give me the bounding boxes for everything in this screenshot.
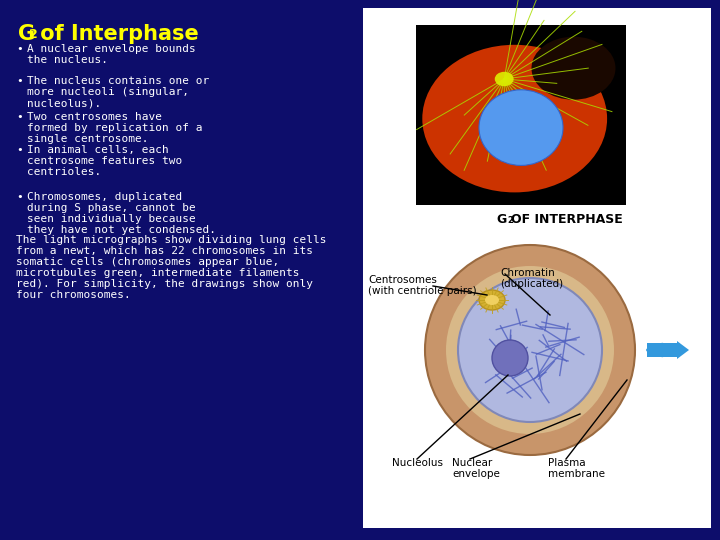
Text: during S phase, cannot be: during S phase, cannot be	[27, 203, 196, 213]
Circle shape	[458, 278, 602, 422]
Text: of Interphase: of Interphase	[33, 24, 199, 44]
Circle shape	[446, 266, 614, 434]
Text: from a newt, which has 22 chromosomes in its: from a newt, which has 22 chromosomes in…	[16, 246, 313, 256]
Ellipse shape	[479, 90, 563, 165]
Text: Chromatin: Chromatin	[500, 268, 554, 278]
Text: formed by replication of a: formed by replication of a	[27, 123, 202, 133]
Text: •: •	[16, 76, 23, 86]
Text: G: G	[497, 213, 507, 226]
Text: somatic cells (chromosomes appear blue,: somatic cells (chromosomes appear blue,	[16, 257, 279, 267]
Text: (duplicated): (duplicated)	[500, 279, 563, 289]
Text: Plasma: Plasma	[548, 458, 585, 468]
Circle shape	[492, 340, 528, 376]
Text: OF INTERPHASE: OF INTERPHASE	[510, 213, 623, 226]
Text: Two centrosomes have: Two centrosomes have	[27, 112, 162, 122]
Text: The light micrographs show dividing lung cells: The light micrographs show dividing lung…	[16, 235, 326, 245]
Text: the nucleus.: the nucleus.	[27, 55, 108, 65]
Text: •: •	[16, 145, 23, 155]
Text: 9: 9	[701, 508, 710, 522]
Text: •: •	[16, 44, 23, 54]
Ellipse shape	[495, 72, 513, 86]
Bar	[416, 25, 626, 205]
Ellipse shape	[423, 45, 607, 192]
Ellipse shape	[479, 290, 505, 310]
Circle shape	[425, 245, 635, 455]
Text: In animal cells, each: In animal cells, each	[27, 145, 168, 155]
FancyArrow shape	[647, 341, 689, 359]
Text: •: •	[16, 112, 23, 122]
Text: 2: 2	[29, 28, 37, 41]
Text: they have not yet condensed.: they have not yet condensed.	[27, 225, 216, 235]
Text: more nucleoli (singular,: more nucleoli (singular,	[27, 87, 189, 97]
Text: Nucleolus: Nucleolus	[392, 458, 443, 468]
Text: centrioles.: centrioles.	[27, 167, 102, 177]
Text: single centrosome.: single centrosome.	[27, 134, 148, 144]
Text: envelope: envelope	[452, 469, 500, 479]
Text: nucleolus).: nucleolus).	[27, 98, 102, 108]
Text: microtubules green, intermediate filaments: microtubules green, intermediate filamen…	[16, 268, 300, 278]
Text: G: G	[18, 24, 35, 44]
Text: (with centriole pairs): (with centriole pairs)	[368, 286, 477, 296]
Text: 2: 2	[508, 216, 513, 225]
Ellipse shape	[485, 295, 499, 305]
Text: Centrosomes: Centrosomes	[368, 275, 437, 285]
Text: Nuclear: Nuclear	[452, 458, 492, 468]
Text: seen individually because: seen individually because	[27, 214, 196, 224]
Text: •: •	[16, 192, 23, 202]
Text: Chromosomes, duplicated: Chromosomes, duplicated	[27, 192, 182, 202]
Text: red). For simplicity, the drawings show only: red). For simplicity, the drawings show …	[16, 279, 313, 289]
Text: four chromosomes.: four chromosomes.	[16, 290, 131, 300]
Text: centrosome features two: centrosome features two	[27, 156, 182, 166]
Bar	[363, 8, 711, 528]
Text: A nuclear envelope bounds: A nuclear envelope bounds	[27, 44, 196, 54]
Text: membrane: membrane	[548, 469, 605, 479]
Text: The nucleus contains one or: The nucleus contains one or	[27, 76, 210, 86]
Ellipse shape	[531, 37, 616, 100]
